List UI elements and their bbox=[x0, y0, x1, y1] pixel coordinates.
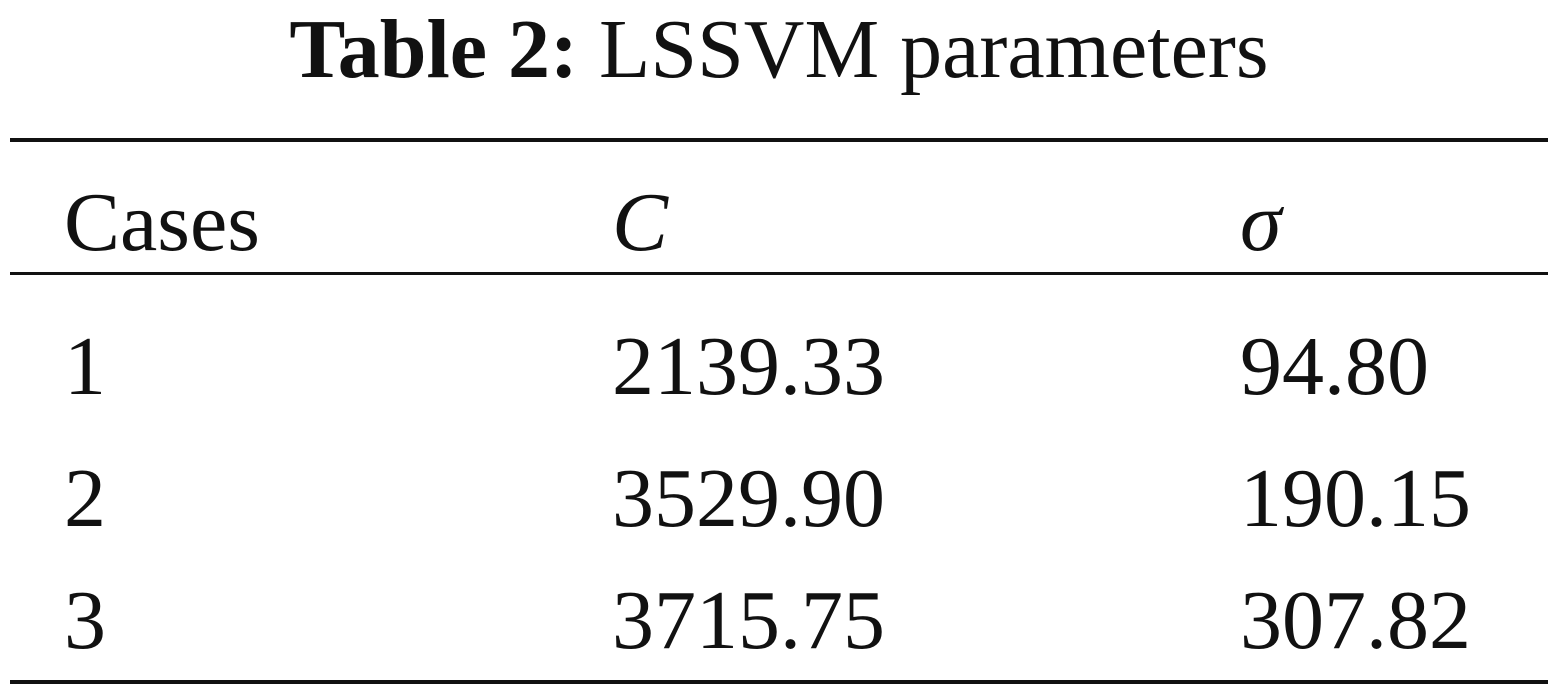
row-1-case: 1 bbox=[64, 320, 106, 413]
row-1-c: 2139.33 bbox=[612, 320, 885, 413]
row-2-c: 3529.90 bbox=[612, 452, 885, 545]
bottom-rule bbox=[10, 680, 1548, 684]
top-rule bbox=[10, 138, 1548, 142]
header-rule bbox=[10, 272, 1548, 275]
header-cases: Cases bbox=[64, 176, 260, 269]
header-c: C bbox=[612, 176, 669, 269]
caption-text: LSSVM parameters bbox=[599, 3, 1269, 96]
row-2-case: 2 bbox=[64, 452, 106, 545]
table-caption: Table 2: LSSVM parameters bbox=[0, 0, 1558, 100]
row-1-sigma: 94.80 bbox=[1240, 320, 1429, 413]
row-3-sigma: 307.82 bbox=[1240, 574, 1471, 667]
header-sigma: σ bbox=[1240, 176, 1282, 269]
row-3-c: 3715.75 bbox=[612, 574, 885, 667]
caption-label: Table 2: bbox=[289, 3, 579, 96]
row-2-sigma: 190.15 bbox=[1240, 452, 1471, 545]
row-3-case: 3 bbox=[64, 574, 106, 667]
